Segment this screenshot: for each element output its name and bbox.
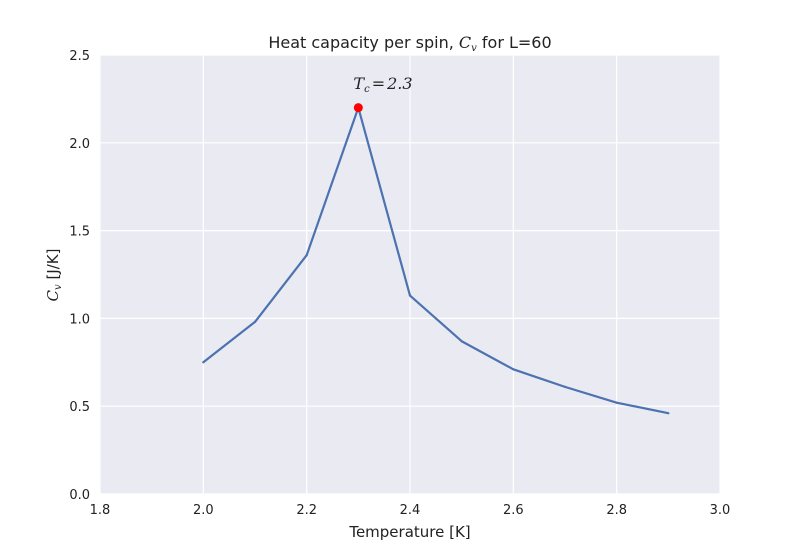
marker-group bbox=[353, 103, 363, 113]
critical-temperature-marker bbox=[353, 103, 363, 113]
annotation-symbol: T bbox=[353, 74, 365, 93]
chart-title: Heat capacity per spin, Cv for L=60 bbox=[268, 33, 551, 54]
x-tick-label: 2.8 bbox=[606, 503, 627, 518]
annotation-symbol-sub: c bbox=[364, 84, 370, 95]
y-tick-label: 1.5 bbox=[69, 225, 90, 240]
x-tick-label: 2.4 bbox=[400, 503, 421, 518]
chart-title-symbol: C bbox=[459, 33, 471, 52]
y-tick-label: 1.0 bbox=[69, 312, 90, 327]
y-tick-label: 2.0 bbox=[69, 137, 90, 152]
y-tick-label: 0.5 bbox=[69, 400, 90, 415]
series-point bbox=[667, 412, 670, 415]
series-point bbox=[460, 340, 463, 343]
annotation-equals: = bbox=[372, 74, 385, 93]
series-point bbox=[253, 320, 257, 324]
x-tick-labels: 1.8 2.0 2.2 2.4 2.6 2.8 3.0 bbox=[90, 503, 731, 518]
chart-title-suffix: for L=60 bbox=[477, 33, 552, 52]
y-tick-labels: 0.0 0.5 1.0 1.5 2.0 2.5 bbox=[69, 49, 90, 503]
x-tick-label: 2.0 bbox=[193, 503, 214, 518]
critical-temperature-annotation: Tc = 2.3 bbox=[353, 74, 412, 95]
series-point bbox=[615, 401, 618, 404]
y-tick-label: 0.0 bbox=[69, 488, 90, 503]
grid bbox=[99, 54, 721, 495]
series-point bbox=[305, 254, 308, 257]
chart-title-prefix: Heat capacity per spin, bbox=[268, 33, 459, 52]
series-point bbox=[512, 368, 515, 371]
y-axis-label-symbol: C bbox=[44, 289, 62, 301]
x-tick-label: 2.2 bbox=[296, 503, 317, 518]
x-axis-label: Temperature [K] bbox=[348, 523, 470, 541]
series-point bbox=[202, 361, 205, 364]
x-tick-label: 3.0 bbox=[710, 503, 731, 518]
x-tick-label: 2.6 bbox=[503, 503, 524, 518]
y-tick-label: 2.5 bbox=[69, 49, 90, 64]
series-point bbox=[563, 385, 567, 388]
y-axis-label-suffix: [J/K] bbox=[44, 249, 62, 285]
chart-title-symbol-sub: v bbox=[471, 43, 477, 54]
y-axis-label: Cv [J/K] bbox=[44, 249, 64, 302]
x-tick-label: 1.8 bbox=[90, 503, 111, 518]
series-point bbox=[408, 294, 412, 297]
annotation-value: 2.3 bbox=[386, 74, 412, 93]
series-line bbox=[202, 106, 669, 415]
y-axis-label-symbol-sub: v bbox=[53, 284, 64, 290]
